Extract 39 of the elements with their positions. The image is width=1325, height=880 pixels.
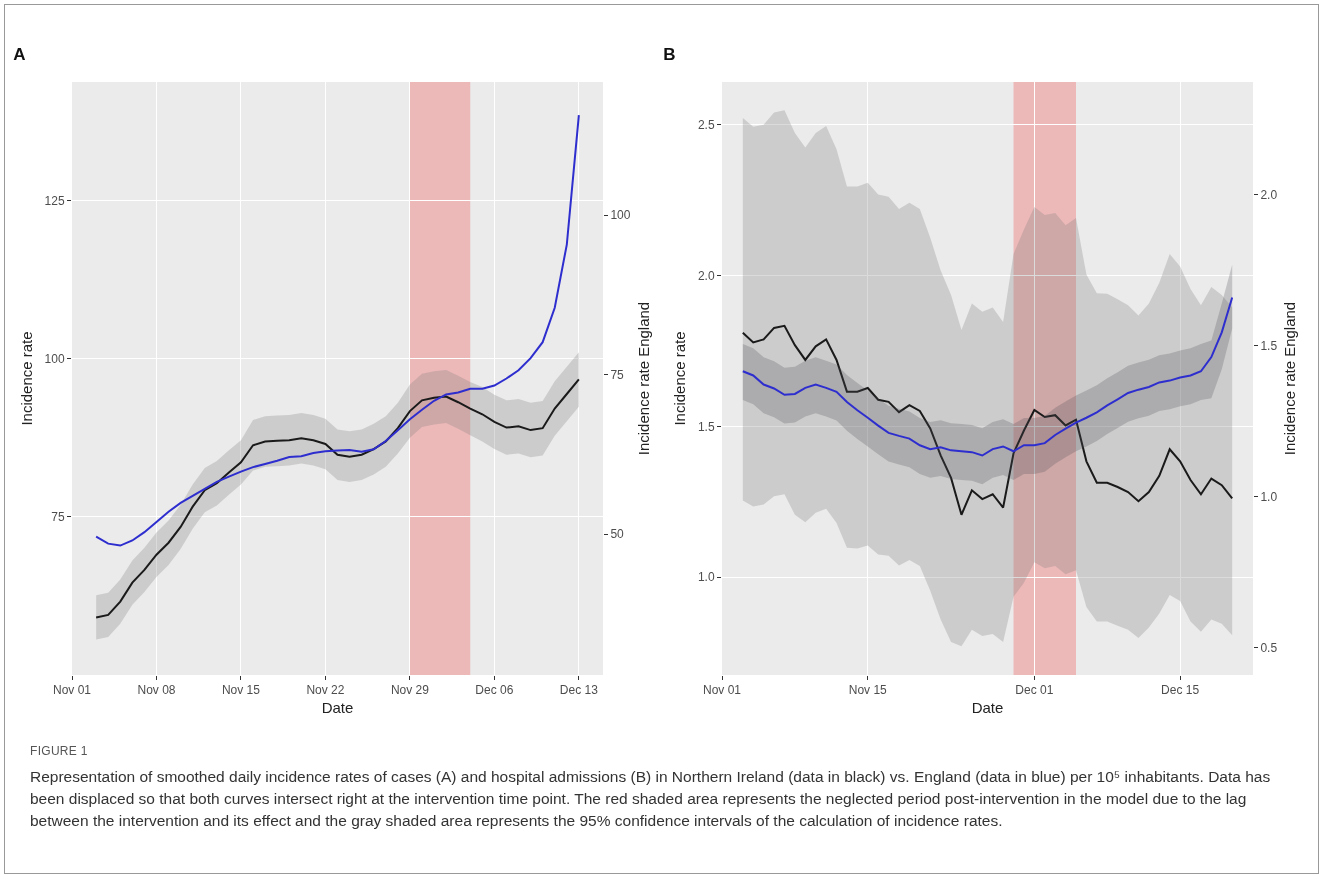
x-tick-label: Nov 01 — [52, 683, 92, 698]
x-tick-label: Dec 01 — [1015, 683, 1054, 698]
y-tick-label: 100 — [44, 351, 65, 366]
x-tick-label: Nov 08 — [137, 683, 176, 698]
y2-tick-label: 50 — [610, 527, 625, 542]
x-tick-label: Dec 06 — [475, 683, 514, 698]
line-series — [741, 324, 1234, 516]
y2-tick-label: 75 — [610, 367, 625, 382]
x-tick-label: Dec 15 — [1161, 683, 1200, 698]
line-series — [95, 114, 580, 547]
y2-tick-label: 100 — [610, 208, 631, 223]
y-axis-title: Incidence rate — [671, 331, 689, 426]
y2-axis-title: Incidence rate England — [1281, 301, 1299, 456]
x-tick-label: Nov 01 — [702, 683, 742, 698]
chart-title: A — [13, 44, 26, 64]
y-axis-title: Incidence rate — [17, 331, 35, 426]
line-series — [95, 378, 580, 619]
y2-tick-label: 1.5 — [1260, 339, 1278, 354]
x-axis-title: Date — [971, 699, 1004, 717]
y-tick-label: 1.5 — [697, 419, 715, 434]
y2-tick-label: 0.5 — [1260, 641, 1278, 656]
chart-title: B — [663, 44, 676, 64]
y-tick-label: 1.0 — [697, 570, 715, 585]
x-axis-title: Date — [321, 699, 354, 717]
y2-tick-label: 2.0 — [1260, 188, 1278, 203]
caption: FIGURE 1 — [30, 743, 89, 760]
x-tick-label: Nov 22 — [306, 683, 345, 698]
y-tick-label: 125 — [44, 193, 65, 208]
y2-tick-label: 1.0 — [1260, 490, 1278, 505]
y-tick-label: 75 — [51, 509, 65, 524]
x-tick-label: Nov 29 — [390, 683, 430, 698]
y-tick-label: 2.0 — [697, 268, 715, 283]
y-tick-label: 2.5 — [697, 117, 715, 132]
x-tick-label: Nov 15 — [848, 683, 888, 698]
x-tick-label: Nov 15 — [221, 683, 261, 698]
text: Representation of smoothed daily incidence rates of cases (A) and hospital admissions (B) in Northern Ireland (data in black) vs. England (data in blue) per 10⁵ inhabitants. Data has been displaced so that both curves intersect right at the intervention time point. The red shaded area represents the neglected period post-intervention in the model due to the lag between the intervention and its effect and the gray shaded area represents the 95% confidence intervals of the calculation of incidence rates. — [30, 767, 1272, 831]
y2-axis-title: Incidence rate England — [634, 301, 652, 456]
line-series — [741, 296, 1234, 457]
x-tick-label: Dec 13 — [559, 683, 599, 698]
